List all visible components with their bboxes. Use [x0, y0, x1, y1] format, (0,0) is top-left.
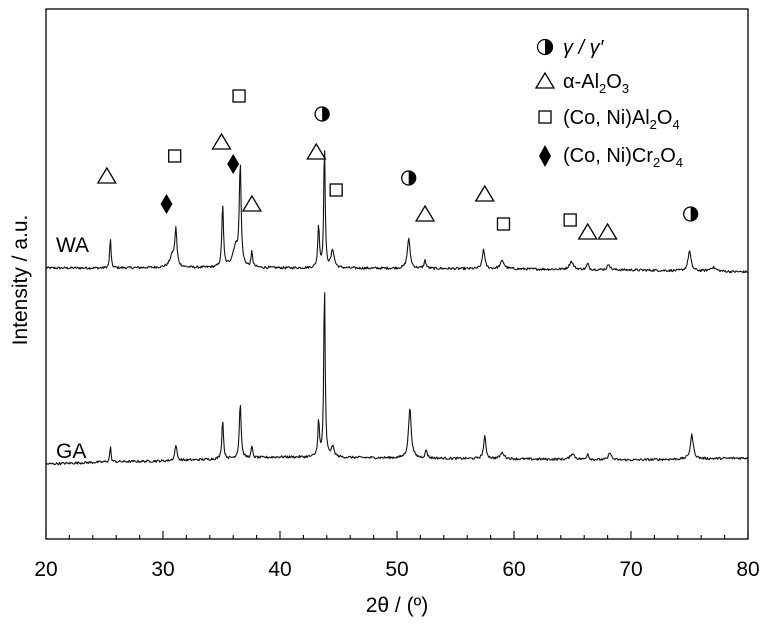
x-axis-title: 2θ / (º) — [366, 594, 429, 617]
legend: γ / γ′ α-Al2O3 (Co, Ni)Al2O4 (Co, Ni)Cr2… — [534, 37, 683, 170]
phase-marker-triangle — [414, 204, 436, 222]
phase-marker-triangle — [211, 132, 232, 150]
phase-marker-triangle — [597, 222, 618, 240]
series-label-wa: WA — [56, 234, 89, 257]
x-tick-label: 20 — [34, 558, 57, 581]
y-axis-title: Intensity / a.u. — [9, 215, 32, 346]
legend-label-alumina: α-Al2O3 — [563, 71, 629, 96]
x-axis-tick-labels: 20 30 40 50 60 70 80 — [34, 558, 759, 581]
plot-frame — [45, 8, 749, 540]
legend-label-co-ni-al2o4: (Co, Ni)Al2O4 — [563, 107, 680, 132]
phase-marker-triangle — [306, 142, 327, 160]
x-tick-label: 40 — [268, 558, 291, 581]
x-tick-label: 60 — [502, 558, 525, 581]
series-line-wa — [45, 150, 749, 274]
traces — [45, 150, 749, 466]
phase-markers — [96, 89, 699, 240]
x-tick-label: 70 — [619, 558, 642, 581]
phase-marker-triangle — [577, 222, 598, 240]
legend-item-co-ni-al2o4: (Co, Ni)Al2O4 — [538, 107, 680, 132]
phase-marker-triangle — [96, 166, 117, 184]
x-tick-label: 50 — [385, 558, 408, 581]
phase-marker-square — [232, 89, 246, 103]
series-label-ga: GA — [56, 440, 86, 463]
phase-marker-half-circle — [683, 206, 699, 222]
legend-item-gamma: γ / γ′ — [536, 37, 605, 59]
plot-area — [45, 8, 749, 540]
phase-marker-half-circle — [314, 106, 330, 122]
x-tick-label: 80 — [736, 558, 759, 581]
legend-item-alumina: α-Al2O3 — [534, 71, 629, 96]
phase-marker-diamond — [160, 194, 173, 214]
half-circle-icon — [536, 38, 554, 56]
series-line-ga — [45, 292, 749, 466]
phase-marker-square — [329, 183, 343, 197]
x-tick-label: 30 — [151, 558, 174, 581]
phase-marker-triangle — [474, 184, 495, 202]
phase-marker-square — [496, 217, 511, 231]
phase-marker-square — [168, 149, 182, 163]
triangle-icon — [534, 71, 556, 89]
square-icon — [538, 110, 552, 124]
phase-marker-half-circle — [401, 170, 417, 186]
diamond-icon — [539, 145, 551, 167]
legend-label-co-ni-cr2o4: (Co, Ni)Cr2O4 — [563, 145, 683, 170]
phase-marker-square — [563, 213, 577, 227]
phase-marker-diamond — [227, 154, 240, 174]
phase-marker-triangle — [241, 194, 263, 212]
legend-label-gamma: γ / γ′ — [563, 37, 605, 59]
legend-item-co-ni-cr2o4: (Co, Ni)Cr2O4 — [539, 145, 683, 170]
x-axis-ticks — [45, 531, 749, 539]
